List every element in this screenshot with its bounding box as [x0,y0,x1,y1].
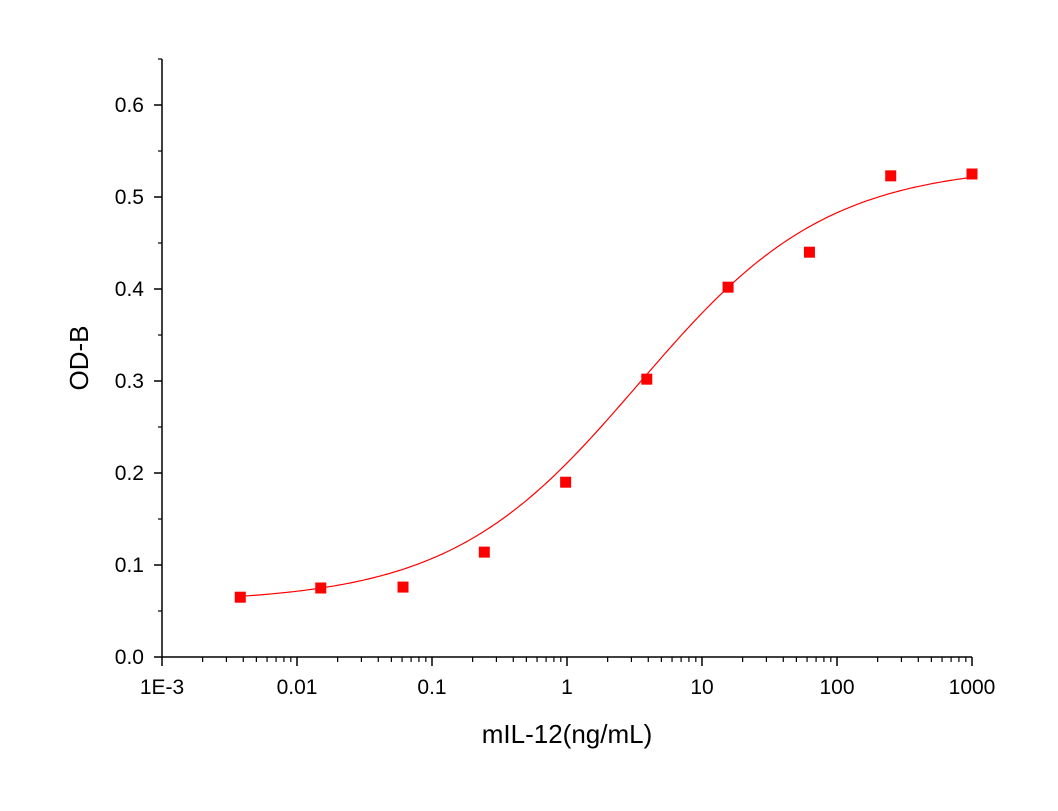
data-point [478,546,490,558]
data-point [803,246,815,258]
data-points [234,168,978,603]
x-tick-label: 1 [561,676,573,699]
data-point [641,373,653,385]
x-tick-label: 1E-3 [140,676,184,699]
x-axis-ticks: 1E-3 0.01 0.1 1 10 100 1000 [140,657,996,699]
x-axis-title: mIL-12(ng/mL) [482,719,653,749]
data-point [885,170,897,182]
y-tick-label: 0.4 [115,278,145,301]
fit-curve [240,176,973,597]
y-tick-label: 0.5 [115,186,144,209]
y-tick-label: 0.1 [115,554,144,577]
x-tick-label: 100 [819,676,854,699]
data-point [397,581,409,593]
y-tick-label: 0.0 [115,646,144,669]
x-tick-label: 10 [690,676,713,699]
x-tick-label: 1000 [949,676,996,699]
data-point [315,582,327,594]
y-tick-label: 0.6 [115,94,144,117]
data-point [966,168,978,180]
y-tick-label: 0.3 [115,370,144,393]
data-point [560,476,572,488]
data-point [722,281,734,293]
x-tick-label: 0.1 [417,676,446,699]
plot-area: 0.00.10.20.30.40.50.6 1E-3 0.01 0.1 1 10 100 1… [115,58,996,699]
data-point [234,591,246,603]
y-axis-ticks: 0.0 0.1 0.2 0.3 0.4 0.5 0.6 [115,58,162,669]
x-tick-label: 0.01 [277,676,318,699]
y-tick-label: 0.2 [115,462,144,485]
y-axis-title: OD-B [64,326,94,391]
